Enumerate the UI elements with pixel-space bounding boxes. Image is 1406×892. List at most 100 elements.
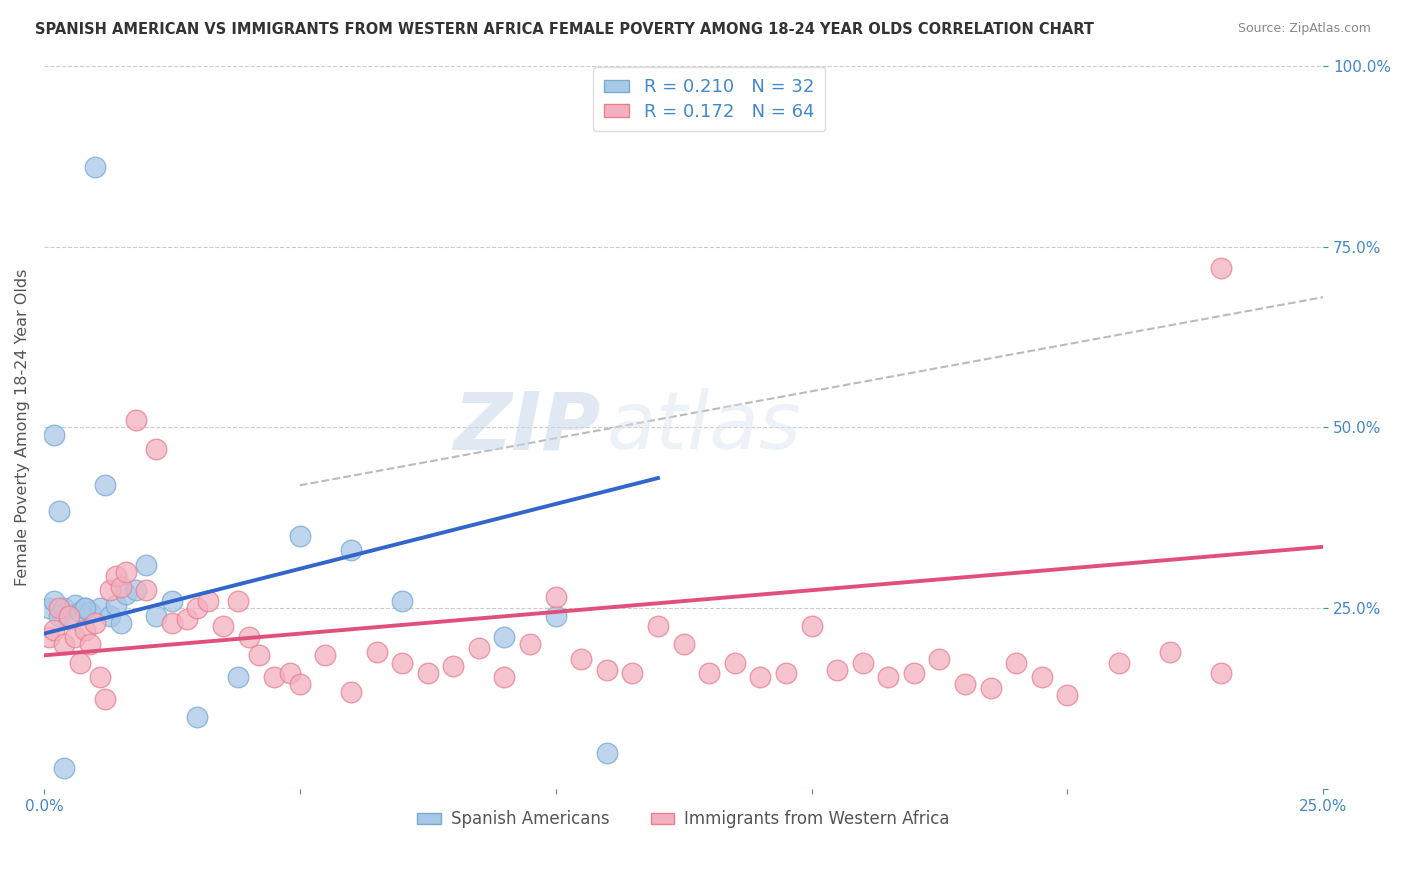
Point — [697, 666, 720, 681]
Text: SPANISH AMERICAN VS IMMIGRANTS FROM WESTERN AFRICA FEMALE POVERTY AMONG 18-24 YE: SPANISH AMERICAN VS IMMIGRANTS FROM WEST… — [35, 22, 1094, 37]
Point — [84, 615, 107, 630]
Point — [125, 583, 148, 598]
Point — [42, 594, 65, 608]
Text: ZIP: ZIP — [453, 388, 600, 467]
Point — [104, 568, 127, 582]
Point — [494, 670, 516, 684]
Point — [544, 591, 567, 605]
Point — [160, 594, 183, 608]
Point — [69, 605, 91, 619]
Point — [38, 601, 60, 615]
Point — [110, 580, 132, 594]
Point — [94, 478, 117, 492]
Point — [596, 663, 619, 677]
Point — [186, 601, 208, 615]
Point — [73, 623, 96, 637]
Point — [114, 565, 136, 579]
Point — [278, 666, 301, 681]
Text: Source: ZipAtlas.com: Source: ZipAtlas.com — [1237, 22, 1371, 36]
Point — [135, 583, 157, 598]
Point — [1056, 688, 1078, 702]
Point — [145, 608, 167, 623]
Point — [852, 656, 875, 670]
Point — [544, 608, 567, 623]
Point — [73, 601, 96, 615]
Point — [212, 619, 235, 633]
Point — [621, 666, 644, 681]
Point — [63, 630, 86, 644]
Point — [519, 638, 541, 652]
Point — [724, 656, 747, 670]
Point — [48, 608, 70, 623]
Point — [775, 666, 797, 681]
Point — [1005, 656, 1028, 670]
Point — [416, 666, 439, 681]
Point — [672, 638, 695, 652]
Point — [58, 612, 80, 626]
Point — [647, 619, 669, 633]
Point — [247, 648, 270, 663]
Point — [391, 656, 413, 670]
Point — [79, 605, 101, 619]
Point — [42, 623, 65, 637]
Point — [1209, 261, 1232, 276]
Point — [135, 558, 157, 572]
Point — [145, 442, 167, 456]
Point — [596, 746, 619, 760]
Point — [79, 638, 101, 652]
Point — [366, 645, 388, 659]
Point — [953, 677, 976, 691]
Point — [186, 710, 208, 724]
Point — [314, 648, 336, 663]
Point — [94, 691, 117, 706]
Point — [89, 601, 111, 615]
Point — [176, 612, 198, 626]
Point — [1031, 670, 1053, 684]
Point — [160, 615, 183, 630]
Point — [110, 615, 132, 630]
Point — [468, 641, 491, 656]
Point — [42, 427, 65, 442]
Point — [749, 670, 772, 684]
Point — [197, 594, 219, 608]
Point — [53, 760, 76, 774]
Point — [569, 652, 592, 666]
Point — [228, 594, 250, 608]
Point — [89, 670, 111, 684]
Legend: Spanish Americans, Immigrants from Western Africa: Spanish Americans, Immigrants from Weste… — [411, 804, 956, 835]
Point — [877, 670, 900, 684]
Point — [1108, 656, 1130, 670]
Point — [100, 583, 122, 598]
Point — [441, 659, 464, 673]
Point — [928, 652, 950, 666]
Point — [48, 503, 70, 517]
Point — [53, 601, 76, 615]
Point — [69, 656, 91, 670]
Point — [494, 630, 516, 644]
Point — [238, 630, 260, 644]
Point — [63, 598, 86, 612]
Point — [1159, 645, 1181, 659]
Text: atlas: atlas — [607, 388, 801, 467]
Point — [288, 677, 311, 691]
Point — [114, 587, 136, 601]
Point — [391, 594, 413, 608]
Point — [980, 681, 1002, 695]
Point — [1209, 666, 1232, 681]
Point — [100, 608, 122, 623]
Point — [104, 598, 127, 612]
Point — [58, 608, 80, 623]
Point — [48, 601, 70, 615]
Point — [903, 666, 925, 681]
Point — [84, 160, 107, 174]
Point — [38, 630, 60, 644]
Point — [263, 670, 285, 684]
Point — [53, 638, 76, 652]
Point — [340, 684, 363, 698]
Point — [125, 413, 148, 427]
Point — [73, 601, 96, 615]
Point — [825, 663, 848, 677]
Point — [288, 529, 311, 543]
Point — [800, 619, 823, 633]
Point — [228, 670, 250, 684]
